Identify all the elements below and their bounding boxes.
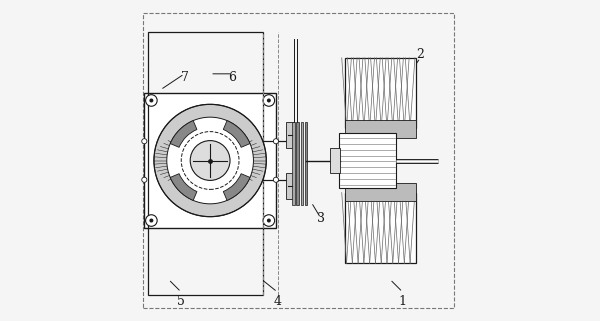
Circle shape	[142, 177, 147, 182]
Circle shape	[190, 141, 230, 180]
Bar	[345, 193, 416, 263]
Circle shape	[142, 139, 147, 144]
Text: 2: 2	[416, 48, 424, 61]
Bar	[345, 58, 416, 128]
Bar	[292, 122, 295, 205]
Text: 5: 5	[177, 295, 185, 308]
Circle shape	[268, 219, 270, 222]
Circle shape	[146, 215, 157, 226]
Text: 4: 4	[274, 295, 281, 308]
Bar	[331, 148, 340, 173]
Text: 7: 7	[181, 71, 188, 83]
Text: N: N	[389, 94, 404, 111]
Bar	[148, 32, 263, 295]
Circle shape	[167, 117, 253, 204]
Circle shape	[150, 99, 152, 102]
Bar	[338, 133, 397, 188]
Circle shape	[150, 219, 152, 222]
Bar	[286, 122, 293, 148]
Wedge shape	[170, 121, 197, 147]
Text: 6: 6	[229, 71, 236, 83]
Circle shape	[146, 95, 157, 106]
Bar	[305, 122, 307, 205]
Wedge shape	[170, 174, 197, 200]
Circle shape	[263, 95, 275, 106]
Wedge shape	[223, 121, 250, 147]
Circle shape	[268, 99, 270, 102]
Text: 3: 3	[317, 212, 325, 225]
Circle shape	[274, 177, 278, 182]
Text: S: S	[391, 239, 403, 256]
Wedge shape	[154, 104, 266, 217]
Text: 1: 1	[399, 295, 407, 308]
Circle shape	[274, 139, 278, 144]
Bar	[286, 173, 293, 199]
Bar	[296, 122, 299, 205]
Bar	[345, 120, 416, 138]
Bar	[345, 183, 416, 201]
FancyBboxPatch shape	[145, 93, 276, 228]
Wedge shape	[223, 174, 250, 200]
Circle shape	[263, 215, 275, 226]
Bar	[301, 122, 303, 205]
